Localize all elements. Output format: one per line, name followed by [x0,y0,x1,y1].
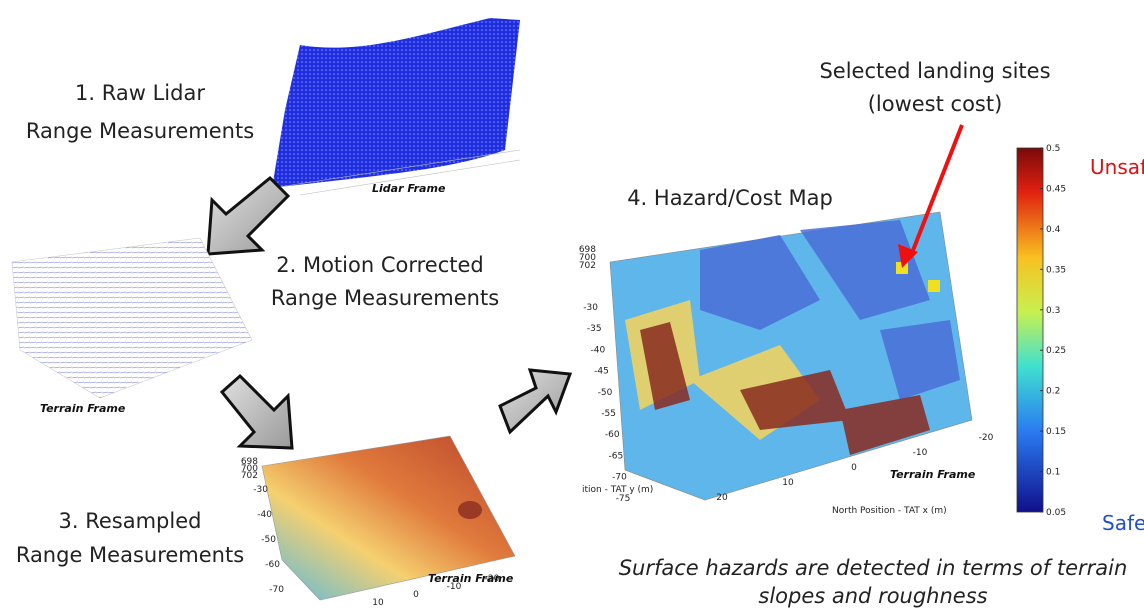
tick-label: 0 [413,590,419,600]
tick-label: -20 [485,574,500,584]
step-label: 4. Hazard/Cost Map [627,186,833,210]
tick-label: 0 [851,463,857,473]
tick-label: -60 [265,560,280,570]
annotation: (lowest cost) [868,92,1003,116]
crater [458,501,482,519]
tick-label: -40 [590,345,605,355]
tick-label: 10 [782,478,794,488]
tick-label: -30 [583,303,598,313]
step-label: 1. Raw Lidar [75,81,205,105]
tick-label: -35 [587,324,602,334]
tick-label: -70 [612,473,627,483]
tick-label: -55 [601,409,616,419]
colorbar-tick-label: 0.15 [1046,427,1066,437]
colorbar-label: Safe [1102,511,1144,535]
colorbar-tick-label: 0.45 [1046,184,1066,194]
figure: 1. Raw Lidar Range Measurements Lidar Fr… [0,0,1144,608]
colorbar-tick-label: 0.25 [1046,346,1066,356]
colorbar-tick-label: 0.3 [1046,306,1060,316]
tick-label: -20 [979,433,994,443]
colorbar-tick-label: 0.05 [1046,508,1066,518]
tick-label: -10 [447,582,462,592]
tick-label: -50 [261,535,276,545]
tick-label: -40 [257,510,272,520]
annotation: Selected landing sites [819,59,1050,83]
frame-label: Lidar Frame [372,182,446,195]
tick-label: -10 [913,448,928,458]
corrected-point-cloud [12,238,252,398]
colorbar-tick-label: 0.35 [1046,265,1066,275]
lidar-point-cloud [272,18,520,188]
tick-label: -45 [594,367,609,377]
arrow [222,376,292,448]
tick-label: -75 [616,494,631,504]
step-label: Range Measurements [271,286,499,310]
step-label: Range Measurements [26,119,254,143]
axis-label: North Position - TAT x (m) [832,506,947,516]
caption: slopes and roughness [758,584,987,608]
colorbar-tick-label: 0.2 [1046,387,1060,397]
frame-label: Terrain Frame [890,468,976,481]
colorbar [1017,148,1043,512]
colorbar-tick-label: 0.5 [1046,144,1060,154]
tick-label: -70 [269,585,284,595]
tick-label: -50 [598,388,613,398]
landing-site [928,280,940,292]
tick-label: -60 [605,430,620,440]
tick-label: -65 [608,451,623,461]
colorbar-tick-label: 0.4 [1046,225,1061,235]
step-label: 3. Resampled [59,509,202,533]
tick-label: 702 [579,261,596,271]
arrow [500,370,570,432]
tick-label: -30 [253,485,268,495]
caption: Surface hazards are detected in terms of… [619,556,1128,580]
frame-label: Terrain Frame [428,572,514,585]
frame-label: Terrain Frame [40,402,126,415]
step-label: Range Measurements [16,543,244,567]
colorbar-label: Unsafe [1090,155,1144,179]
tick-label: 20 [716,493,728,503]
colorbar-tick-label: 0.1 [1046,468,1060,478]
tick-label: 10 [372,598,384,608]
step-label: 2. Motion Corrected [276,253,483,277]
arrow [208,178,288,254]
tick-label: 702 [241,471,258,481]
